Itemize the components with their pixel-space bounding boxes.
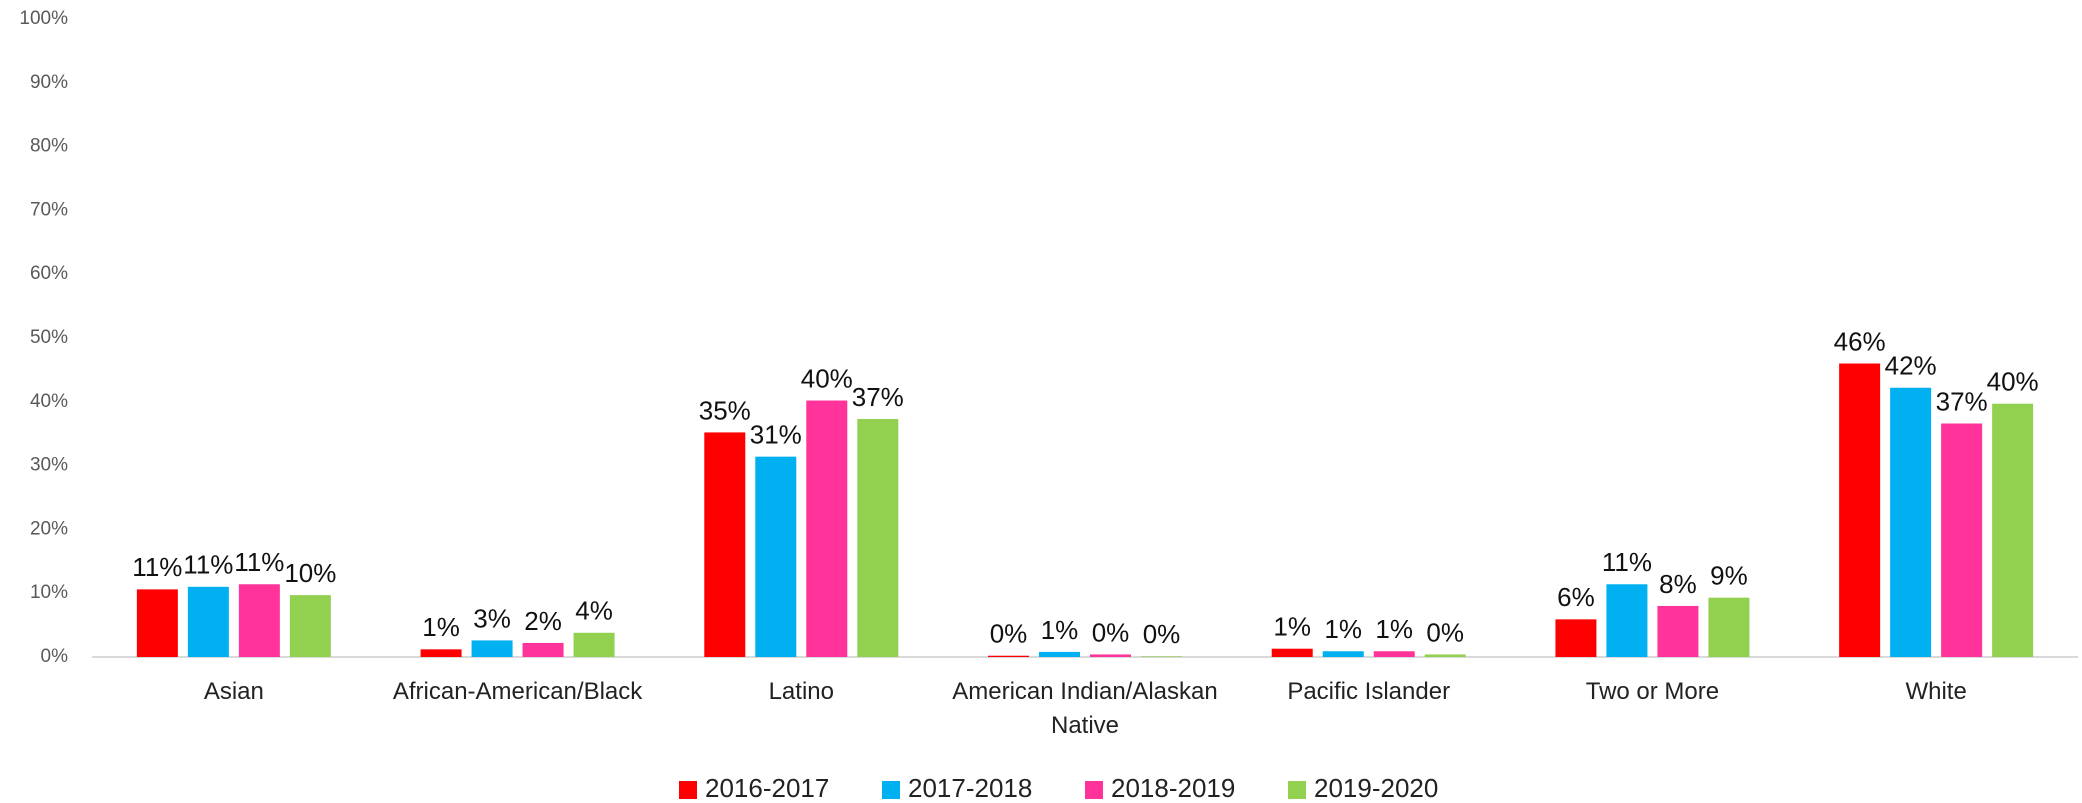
bar bbox=[1141, 656, 1182, 657]
bar bbox=[471, 640, 513, 657]
y-tick-label: 30% bbox=[30, 455, 68, 476]
data-label: 11% bbox=[132, 552, 182, 582]
bar bbox=[522, 642, 564, 657]
bar bbox=[755, 456, 797, 657]
bar bbox=[1322, 651, 1364, 657]
data-label: 1% bbox=[1324, 614, 1362, 644]
bar bbox=[1271, 648, 1313, 657]
bar bbox=[1708, 597, 1750, 657]
x-tick-label: Latino bbox=[768, 678, 834, 705]
x-tick-label: White bbox=[1905, 678, 1967, 705]
x-tick-label: Two or More bbox=[1585, 678, 1720, 705]
bar bbox=[704, 432, 746, 657]
data-label: 11% bbox=[234, 547, 284, 577]
y-tick-label: 20% bbox=[30, 518, 68, 539]
x-tick-label: African-American/Black bbox=[392, 678, 643, 705]
y-tick-label: 40% bbox=[30, 391, 68, 412]
bar bbox=[1555, 619, 1597, 657]
data-label: 0% bbox=[990, 619, 1028, 649]
y-tick-label: 50% bbox=[30, 327, 68, 348]
y-tick-label: 80% bbox=[30, 136, 68, 157]
legend-label: 2016-2017 bbox=[705, 773, 829, 803]
data-label: 42% bbox=[1885, 351, 1937, 381]
legend-label: 2017-2018 bbox=[908, 773, 1032, 803]
bar bbox=[136, 589, 178, 657]
bar bbox=[1890, 387, 1932, 657]
y-tick-label: 100% bbox=[19, 8, 68, 29]
data-label: 6% bbox=[1557, 582, 1595, 612]
data-label: 4% bbox=[575, 596, 613, 626]
legend-label: 2018-2019 bbox=[1111, 773, 1235, 803]
bar bbox=[1039, 651, 1080, 657]
data-label: 35% bbox=[699, 395, 751, 425]
data-label: 40% bbox=[801, 363, 853, 393]
bar bbox=[1090, 654, 1131, 657]
legend-swatch bbox=[1085, 781, 1103, 799]
data-label: 11% bbox=[183, 550, 233, 580]
data-label: 31% bbox=[750, 420, 802, 450]
y-tick-label: 0% bbox=[41, 646, 69, 667]
x-tick-label: Asian bbox=[203, 678, 264, 705]
x-tick-label: American Indian/Alaskan Native bbox=[952, 678, 1218, 739]
legend-swatch bbox=[1288, 781, 1306, 799]
data-label: 37% bbox=[852, 382, 904, 412]
data-label: 10% bbox=[284, 558, 336, 588]
bar bbox=[1941, 423, 1983, 657]
y-tick-label: 90% bbox=[30, 72, 68, 93]
data-label: 46% bbox=[1834, 326, 1886, 356]
legend-swatch bbox=[882, 781, 900, 799]
data-label: 8% bbox=[1659, 569, 1697, 599]
data-label: 1% bbox=[1041, 615, 1079, 645]
bar bbox=[187, 586, 229, 657]
bar bbox=[289, 595, 331, 657]
data-label: 1% bbox=[1375, 614, 1413, 644]
data-label: 2% bbox=[524, 606, 562, 636]
y-tick-label: 10% bbox=[30, 582, 68, 603]
bar bbox=[1606, 584, 1648, 657]
data-label: 40% bbox=[1987, 367, 2039, 397]
bar bbox=[1839, 363, 1881, 657]
bar bbox=[420, 649, 462, 657]
legend-label: 2019-2020 bbox=[1314, 773, 1438, 803]
bar bbox=[1657, 605, 1699, 657]
data-label: 1% bbox=[422, 612, 460, 642]
bar bbox=[1992, 403, 2034, 657]
data-label: 37% bbox=[1936, 386, 1988, 416]
bar bbox=[1373, 651, 1415, 657]
data-label: 3% bbox=[473, 603, 511, 633]
bar bbox=[857, 419, 899, 657]
bar bbox=[988, 655, 1029, 657]
data-label: 9% bbox=[1710, 561, 1748, 591]
data-label: 0% bbox=[1092, 617, 1130, 647]
legend-swatch bbox=[679, 781, 697, 799]
data-label: 0% bbox=[1143, 619, 1181, 649]
bar bbox=[573, 632, 615, 657]
y-tick-label: 60% bbox=[30, 263, 68, 284]
data-label: 0% bbox=[1426, 617, 1464, 647]
bar bbox=[806, 400, 848, 657]
bar bbox=[238, 584, 280, 657]
data-label: 11% bbox=[1602, 547, 1652, 577]
y-tick-label: 70% bbox=[30, 199, 68, 220]
data-label: 1% bbox=[1273, 612, 1311, 642]
bar bbox=[1424, 654, 1466, 657]
x-tick-label: Pacific Islander bbox=[1287, 678, 1451, 705]
